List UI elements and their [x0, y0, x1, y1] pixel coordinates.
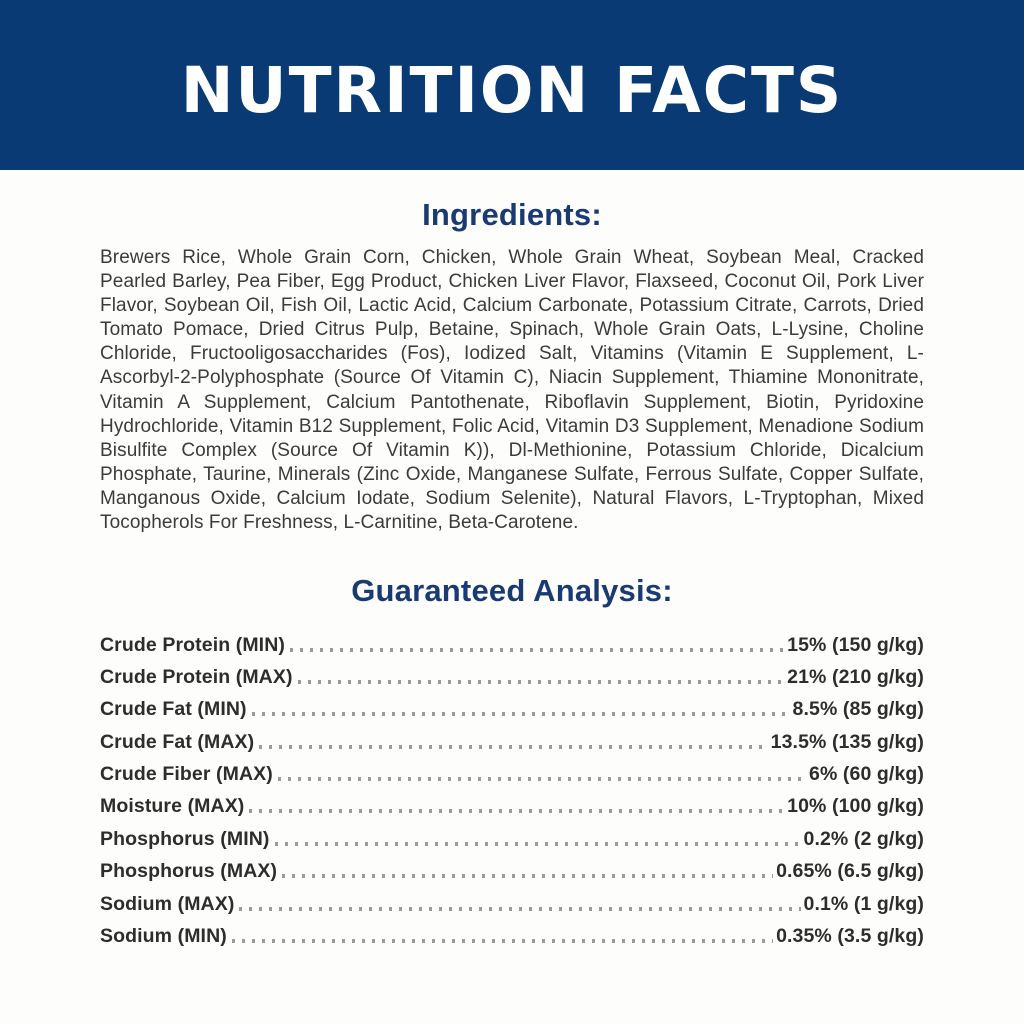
dot-leader [259, 744, 768, 749]
analysis-row-label: Crude Fat (MIN) [100, 698, 247, 721]
dot-leader [239, 906, 801, 911]
analysis-row-crude-fat-min: Crude Fat (MIN) 8.5% (85 g/kg) [100, 689, 924, 721]
analysis-row-value: 10% (100 g/kg) [787, 795, 924, 818]
analysis-row-label: Moisture (MAX) [100, 795, 245, 818]
analysis-row-crude-fiber-max: Crude Fiber (MAX) 6% (60 g/kg) [100, 754, 924, 786]
guaranteed-analysis-section: Guaranteed Analysis: Crude Protein (MIN)… [0, 573, 1024, 948]
ingredients-text: Brewers Rice, Whole Grain Corn, Chicken,… [100, 247, 924, 534]
analysis-row-sodium-min: Sodium (MIN) 0.35% (3.5 g/kg) [100, 916, 924, 948]
analysis-row-label: Crude Protein (MAX) [100, 665, 293, 688]
guaranteed-analysis-heading: Guaranteed Analysis: [351, 573, 673, 609]
analysis-row-label: Sodium (MIN) [100, 925, 227, 948]
dot-leader [274, 841, 801, 846]
analysis-row-value: 6% (60 g/kg) [809, 763, 924, 786]
page-title: NUTRITION FACTS [180, 53, 844, 127]
analysis-row-phosphorus-min: Phosphorus (MIN) 0.2% (2 g/kg) [100, 818, 924, 850]
analysis-row-label: Crude Fat (MAX) [100, 730, 255, 753]
dot-leader [289, 647, 785, 652]
dot-leader [231, 939, 774, 944]
dot-leader [251, 712, 790, 717]
analysis-row-value: 0.65% (6.5 g/kg) [776, 860, 924, 883]
analysis-row-value: 21% (210 g/kg) [787, 665, 924, 688]
analysis-row-value: 8.5% (85 g/kg) [792, 698, 924, 721]
analysis-row-label: Phosphorus (MIN) [100, 827, 270, 850]
analysis-row-value: 13.5% (135 g/kg) [770, 730, 924, 753]
analysis-row-crude-protein-min: Crude Protein (MIN) 15% (150 g/kg) [100, 624, 924, 656]
dot-leader [277, 777, 807, 782]
analysis-row-phosphorus-max: Phosphorus (MAX) 0.65% (6.5 g/kg) [100, 851, 924, 883]
analysis-row-sodium-max: Sodium (MAX) 0.1% (1 g/kg) [100, 883, 924, 915]
analysis-row-crude-protein-max: Crude Protein (MAX) 21% (210 g/kg) [100, 657, 924, 689]
nutrition-facts-banner: NUTRITION FACTS [0, 0, 1024, 170]
analysis-row-moisture-max: Moisture (MAX) 10% (100 g/kg) [100, 786, 924, 818]
analysis-row-value: 15% (150 g/kg) [787, 633, 924, 656]
dot-leader [249, 809, 785, 814]
analysis-row-value: 0.35% (3.5 g/kg) [776, 925, 924, 948]
dot-leader [282, 874, 774, 879]
ingredients-heading: Ingredients: [422, 197, 602, 232]
analysis-row-label: Crude Fiber (MAX) [100, 763, 273, 786]
guaranteed-analysis-table: Crude Protein (MIN) 15% (150 g/kg) Crude… [100, 624, 924, 948]
analysis-row-crude-fat-max: Crude Fat (MAX) 13.5% (135 g/kg) [100, 721, 924, 753]
analysis-row-value: 0.2% (2 g/kg) [803, 827, 924, 850]
analysis-row-label: Crude Protein (MIN) [100, 633, 285, 656]
dot-leader [297, 679, 785, 684]
analysis-row-value: 0.1% (1 g/kg) [803, 892, 924, 915]
ingredients-section: Ingredients: Brewers Rice, Whole Grain C… [0, 197, 1024, 535]
analysis-row-label: Phosphorus (MAX) [100, 860, 278, 883]
analysis-row-label: Sodium (MAX) [100, 892, 235, 915]
